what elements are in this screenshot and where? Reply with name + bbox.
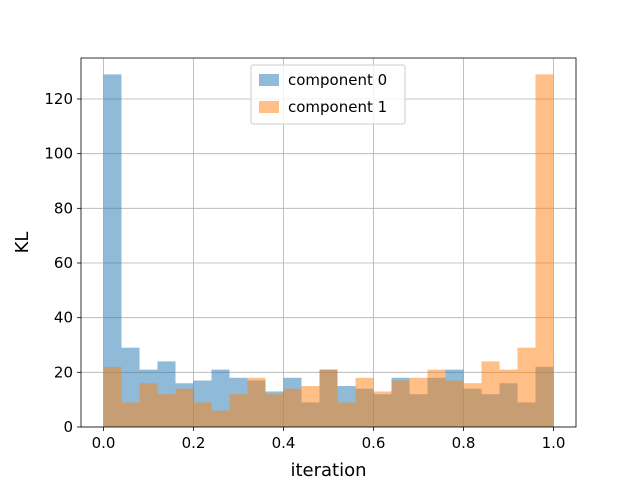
histogram-bar-series-1 (175, 388, 194, 427)
histogram-bar-series-1 (193, 402, 212, 427)
y-tick-label: 40 (54, 309, 73, 327)
histogram-bar-series-1 (229, 394, 248, 427)
y-axis-label: KL (12, 232, 33, 254)
x-tick-label: 0.6 (362, 434, 386, 452)
histogram-bar-series-1 (265, 394, 284, 427)
y-tick-label: 60 (54, 254, 73, 272)
y-tick-label: 80 (54, 199, 73, 217)
histogram-bar-series-1 (427, 369, 446, 427)
histogram-bar-series-1 (355, 377, 374, 427)
histogram-bar-series-1 (337, 402, 356, 427)
histogram-bar-series-1 (391, 380, 410, 427)
histogram-bar-series-1 (157, 394, 176, 427)
histogram-bar-series-1 (283, 388, 302, 427)
y-tick-label: 100 (44, 145, 73, 163)
legend-box (250, 64, 406, 125)
histogram-bar-series-1 (517, 347, 536, 427)
histogram-bar-series-1 (409, 377, 428, 427)
x-tick-label: 0.2 (182, 434, 206, 452)
histogram-bar-series-0 (103, 74, 122, 428)
legend-label-series-1: component 1 (288, 98, 387, 116)
histogram-bar-series-1 (535, 74, 554, 428)
y-tick-label: 0 (63, 418, 73, 436)
histogram-bar-series-1 (463, 383, 482, 427)
histogram-bar-series-1 (481, 361, 500, 427)
y-tick-label: 20 (54, 363, 73, 381)
histogram-bar-series-1 (445, 380, 464, 427)
histogram-bar-series-1 (103, 366, 122, 427)
x-axis-label: iteration (290, 460, 366, 480)
histogram-bar-series-1 (373, 391, 392, 427)
histogram-bar-series-1 (319, 369, 338, 427)
y-tick-label: 120 (44, 90, 73, 108)
histogram-bar-series-1 (121, 402, 140, 427)
histogram-bar-series-1 (211, 410, 230, 427)
axes-frame (80, 57, 577, 428)
histogram-bar-series-1 (139, 383, 158, 427)
histogram-bar-series-1 (301, 386, 320, 427)
histogram-bar-series-1 (499, 369, 518, 427)
x-tick-label: 0.0 (92, 434, 116, 452)
histogram-bar-series-1 (247, 377, 266, 427)
x-tick-label: 1.0 (542, 434, 566, 452)
legend-label-series-0: component 0 (288, 71, 387, 89)
legend-swatch-series-1 (259, 101, 279, 113)
x-tick-label: 0.4 (272, 434, 296, 452)
x-tick-label: 0.8 (452, 434, 476, 452)
legend-swatch-series-0 (259, 74, 279, 86)
